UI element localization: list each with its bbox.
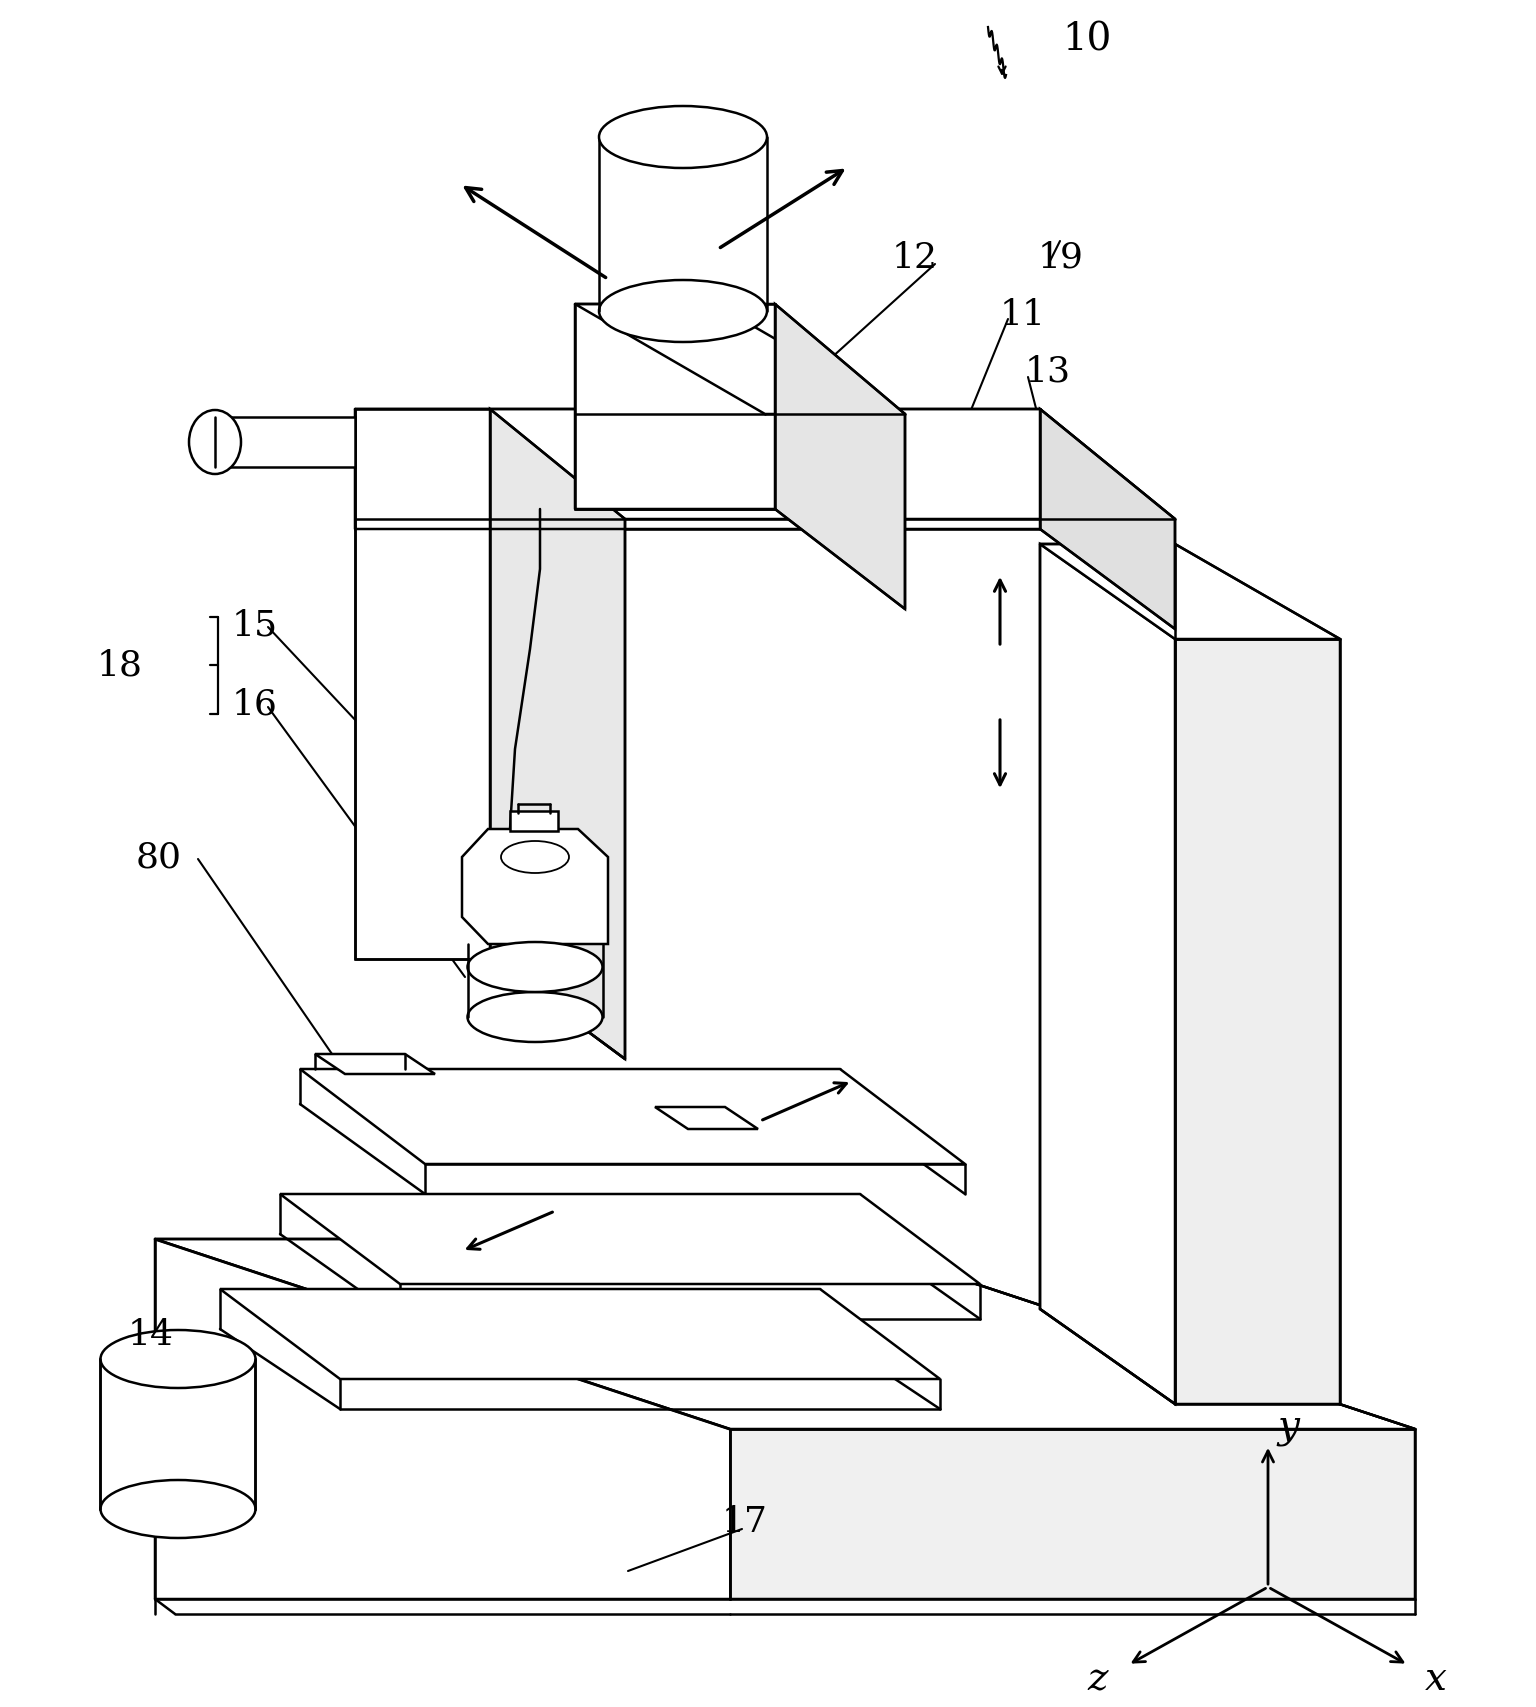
Text: 10: 10 bbox=[1061, 22, 1112, 58]
Ellipse shape bbox=[467, 942, 602, 992]
Text: 14: 14 bbox=[127, 1318, 174, 1352]
Text: 12: 12 bbox=[892, 241, 938, 275]
Ellipse shape bbox=[467, 992, 602, 1043]
Polygon shape bbox=[300, 1069, 965, 1164]
Text: 18: 18 bbox=[97, 649, 143, 683]
Text: 13: 13 bbox=[1025, 355, 1071, 389]
Ellipse shape bbox=[189, 411, 241, 475]
Polygon shape bbox=[1175, 640, 1339, 1405]
Ellipse shape bbox=[599, 282, 766, 343]
Polygon shape bbox=[215, 418, 355, 468]
Text: y: y bbox=[1276, 1408, 1299, 1446]
Polygon shape bbox=[355, 410, 490, 959]
Polygon shape bbox=[490, 410, 625, 1060]
Text: z: z bbox=[1087, 1661, 1109, 1697]
Polygon shape bbox=[510, 811, 558, 831]
Text: 17: 17 bbox=[722, 1504, 768, 1538]
Polygon shape bbox=[155, 1239, 1415, 1429]
Text: 11: 11 bbox=[1000, 297, 1046, 331]
Ellipse shape bbox=[100, 1330, 255, 1388]
Polygon shape bbox=[730, 1429, 1415, 1599]
Ellipse shape bbox=[501, 842, 568, 874]
Polygon shape bbox=[574, 306, 776, 510]
Polygon shape bbox=[315, 1055, 435, 1074]
Polygon shape bbox=[100, 1359, 255, 1509]
Text: 19: 19 bbox=[1038, 241, 1084, 275]
Polygon shape bbox=[1040, 545, 1339, 640]
Polygon shape bbox=[654, 1108, 757, 1130]
Ellipse shape bbox=[599, 108, 766, 169]
Polygon shape bbox=[574, 306, 905, 415]
Polygon shape bbox=[280, 1195, 980, 1284]
Polygon shape bbox=[355, 410, 1175, 519]
Text: 15: 15 bbox=[232, 608, 278, 642]
Polygon shape bbox=[155, 1239, 730, 1599]
Polygon shape bbox=[220, 1289, 940, 1379]
Polygon shape bbox=[776, 306, 905, 609]
Polygon shape bbox=[462, 830, 608, 944]
Text: 16: 16 bbox=[232, 688, 278, 722]
Polygon shape bbox=[1040, 545, 1175, 1405]
Polygon shape bbox=[1040, 410, 1175, 630]
Text: 80: 80 bbox=[137, 840, 181, 874]
Ellipse shape bbox=[100, 1480, 255, 1538]
Polygon shape bbox=[355, 410, 1040, 529]
Text: x: x bbox=[1425, 1661, 1447, 1697]
